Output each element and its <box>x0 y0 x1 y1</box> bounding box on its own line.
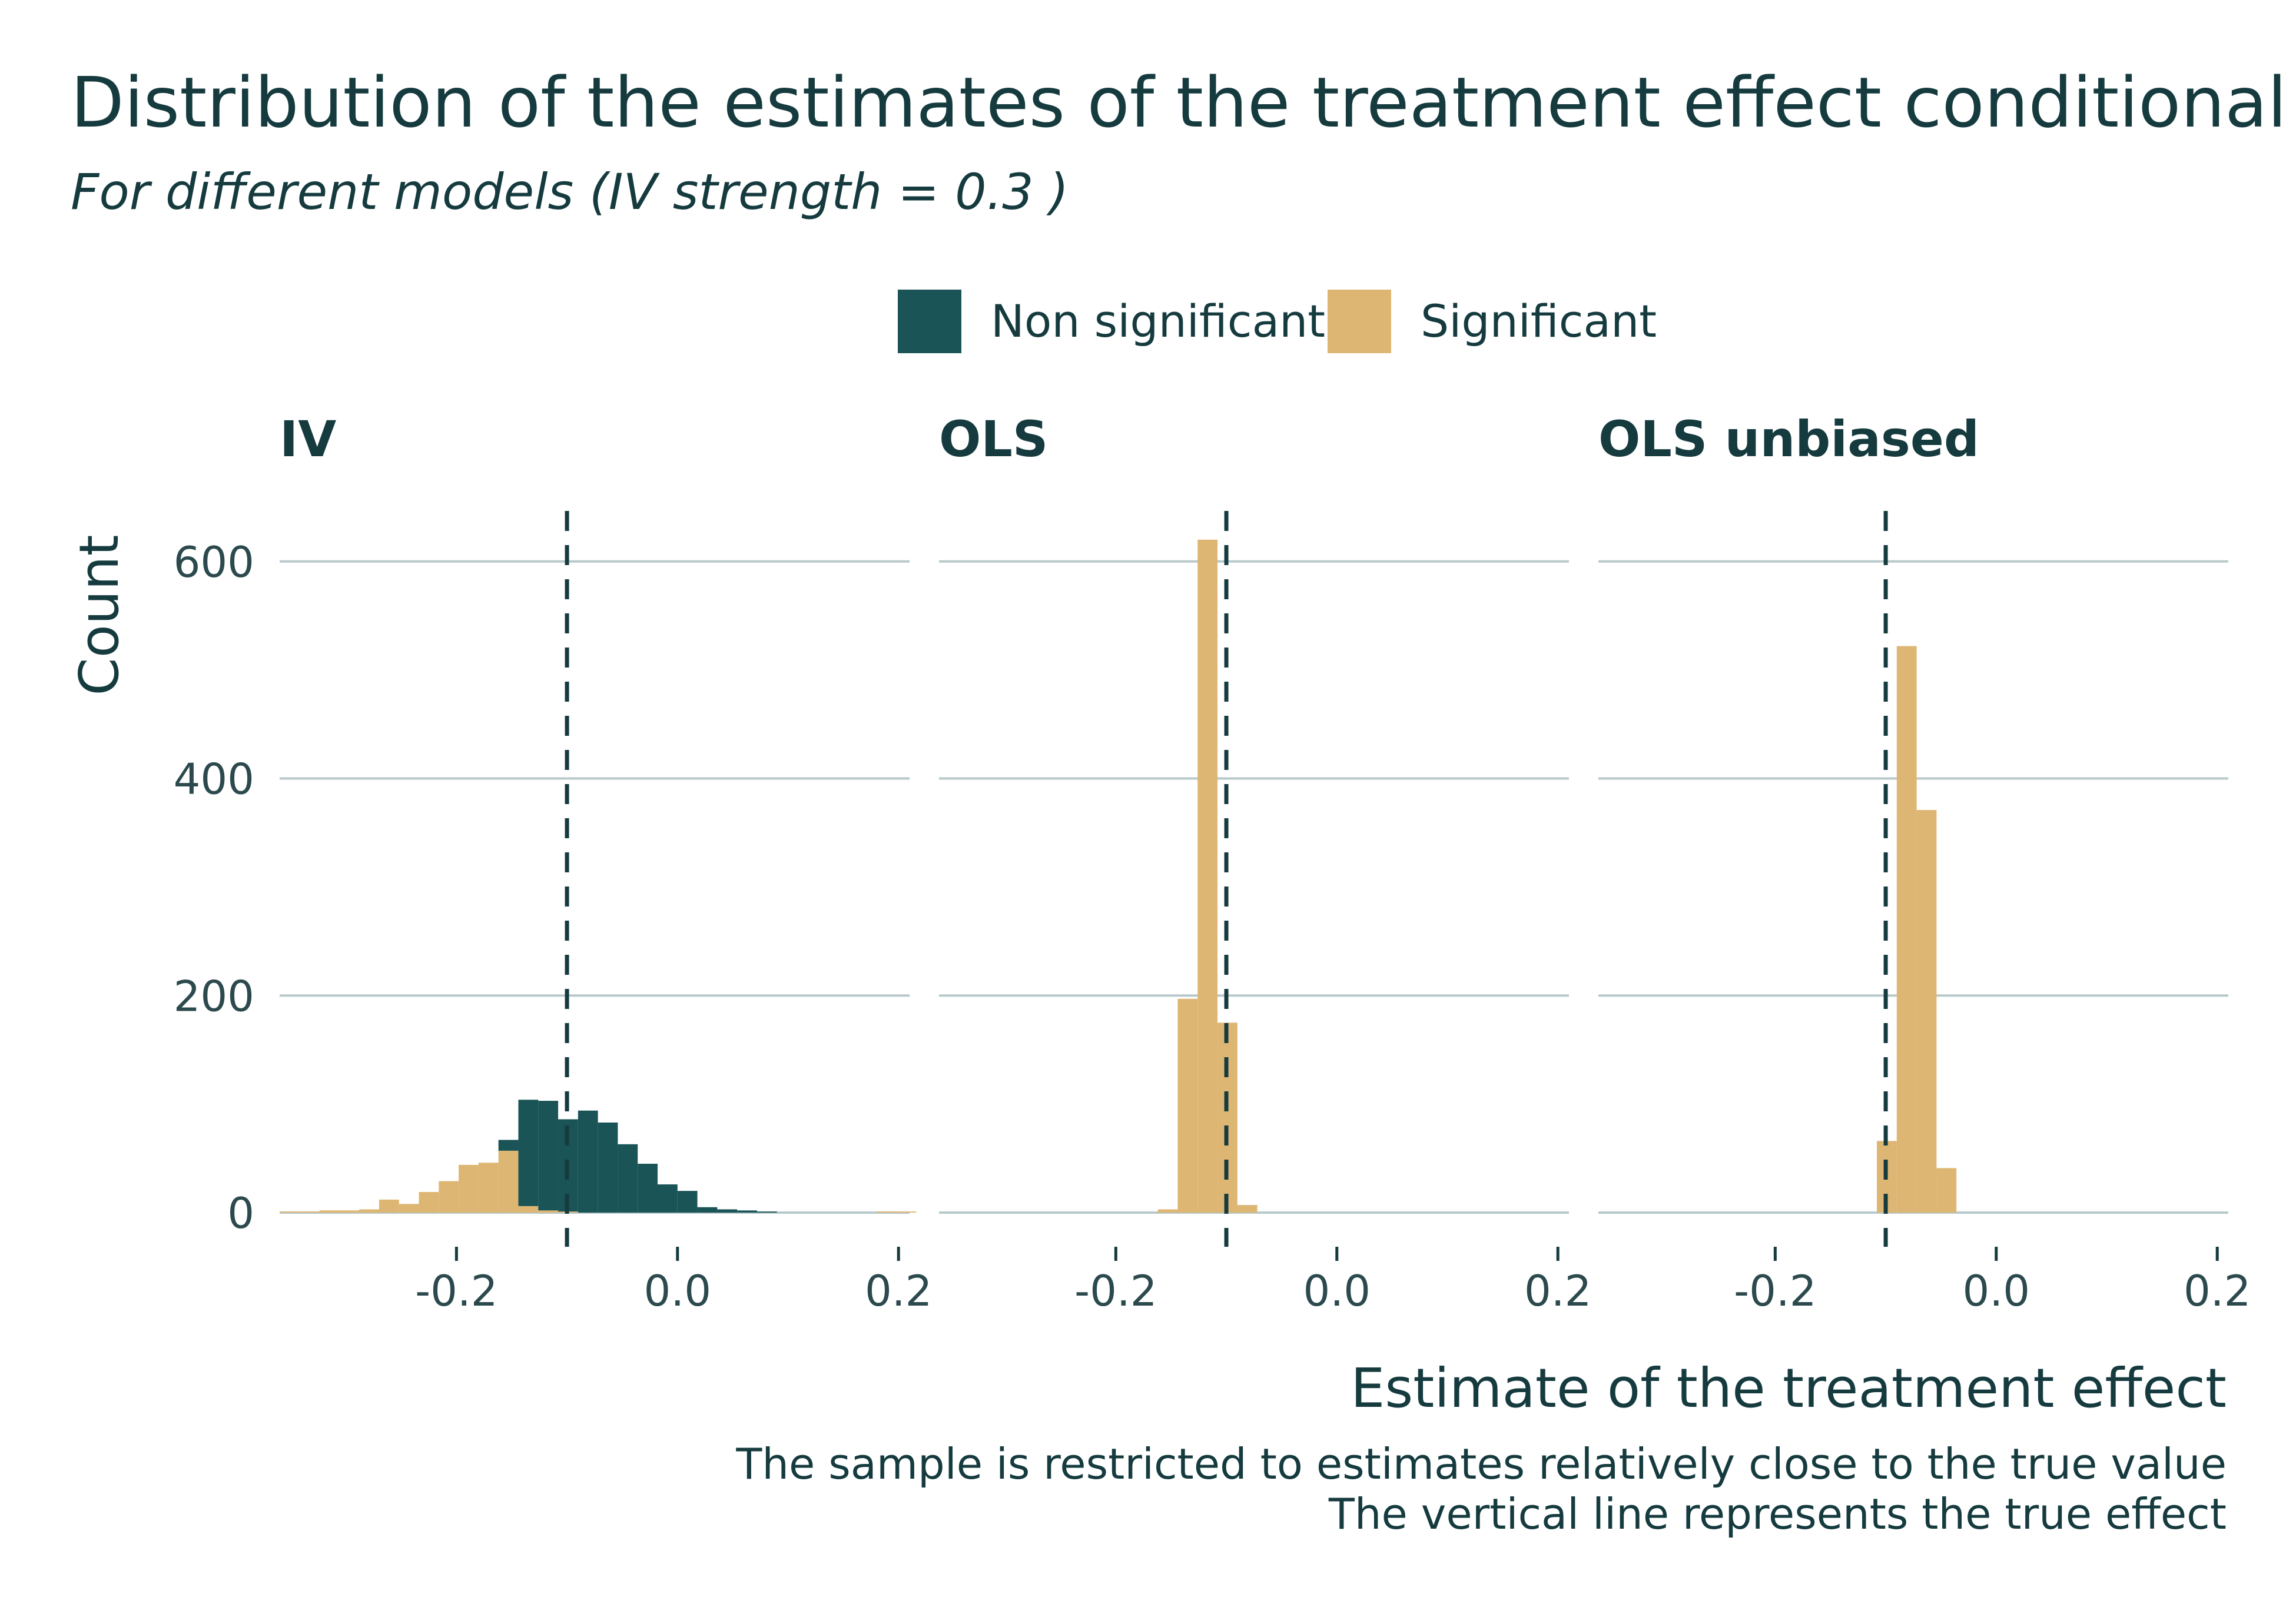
panel-title: IV <box>280 410 336 468</box>
legend-label-0: Non significant <box>991 295 1325 347</box>
legend-key-1 <box>1328 290 1391 353</box>
bar-significant <box>419 1191 439 1213</box>
x-tick-label: 0.2 <box>2184 1266 2251 1316</box>
bar-non-significant <box>677 1191 698 1213</box>
bar-significant <box>1237 1205 1258 1213</box>
bar-significant <box>1177 998 1198 1213</box>
bar-non-significant <box>757 1211 777 1213</box>
bar-significant <box>1197 539 1218 1213</box>
panel-0: IV -0.2 0.0 0.2 <box>280 410 932 1316</box>
y-tick-label: 600 <box>174 537 254 587</box>
bar-significant <box>478 1163 499 1213</box>
chart-subtitle: For different models (IV strength = 0.3 … <box>71 163 1069 221</box>
bar-significant <box>339 1210 360 1213</box>
x-tick-label: 0.0 <box>644 1266 712 1316</box>
x-tick-label: 0.2 <box>865 1266 933 1316</box>
caption-line-2: The vertical line represents the true ef… <box>1328 1489 2227 1539</box>
panel-title: OLS unbiased <box>1598 410 1979 468</box>
bar-significant <box>399 1204 419 1213</box>
x-tick-label: -0.2 <box>1074 1266 1157 1316</box>
legend-key-0 <box>898 290 961 353</box>
caption-line-1: The sample is restricted to estimates re… <box>735 1439 2227 1489</box>
x-tick-label: -0.2 <box>1734 1266 1816 1316</box>
bar-significant <box>538 1210 559 1213</box>
bar-significant <box>299 1211 320 1213</box>
bar-significant <box>1916 809 1937 1213</box>
bar-significant <box>280 1211 300 1213</box>
x-tick-label: -0.2 <box>415 1266 497 1316</box>
bar-significant <box>498 1150 519 1213</box>
bar-significant <box>359 1209 379 1213</box>
bar-significant <box>319 1210 340 1213</box>
facet-panels: IV -0.2 0.0 0.2 OLS -0.2 0.0 0.2 OLS unbiased -0.… <box>174 410 2251 1316</box>
panel-title: OLS <box>939 410 1048 468</box>
y-axis: 0 200 400 600 <box>174 537 254 1238</box>
bar-non-significant <box>598 1122 618 1213</box>
bar-significant <box>1157 1209 1178 1213</box>
bar-significant <box>876 1211 897 1213</box>
y-axis-title: Count <box>68 534 131 695</box>
y-tick-label: 200 <box>174 971 254 1021</box>
bar-significant <box>518 1206 539 1213</box>
bar-non-significant <box>717 1209 738 1213</box>
bar-significant <box>896 1211 917 1213</box>
bar-significant <box>439 1181 459 1213</box>
bar-non-significant <box>618 1144 638 1213</box>
x-tick-label: 0.0 <box>1303 1266 1371 1316</box>
x-tick-label: 0.0 <box>1963 1266 2030 1316</box>
bar-non-significant <box>498 1140 519 1151</box>
y-tick-label: 400 <box>174 755 254 804</box>
x-axis-title: Estimate of the treatment effect <box>1351 1357 2227 1420</box>
legend-label-1: Significant <box>1421 295 1657 347</box>
bar-significant <box>1896 646 1917 1213</box>
bar-non-significant <box>638 1164 658 1213</box>
bar-non-significant <box>578 1110 598 1213</box>
bar-non-significant <box>737 1210 757 1213</box>
chart-title: Distribution of the estimates of the tre… <box>71 62 2296 143</box>
bar-significant <box>379 1199 399 1213</box>
bar-non-significant <box>697 1207 718 1213</box>
bar-non-significant <box>518 1100 539 1206</box>
bar-non-significant <box>538 1101 559 1211</box>
panel-2: OLS unbiased -0.2 0.0 0.2 <box>1598 410 2251 1316</box>
bar-significant <box>1217 1022 1237 1213</box>
bar-significant <box>1936 1168 1957 1213</box>
panel-1: OLS -0.2 0.0 0.2 <box>939 410 1591 1316</box>
y-tick-label: 0 <box>227 1188 254 1238</box>
legend: Non significant Significant <box>898 290 1657 353</box>
bar-significant <box>459 1164 479 1213</box>
bar-non-significant <box>658 1184 678 1213</box>
x-tick-label: 0.2 <box>1524 1266 1592 1316</box>
